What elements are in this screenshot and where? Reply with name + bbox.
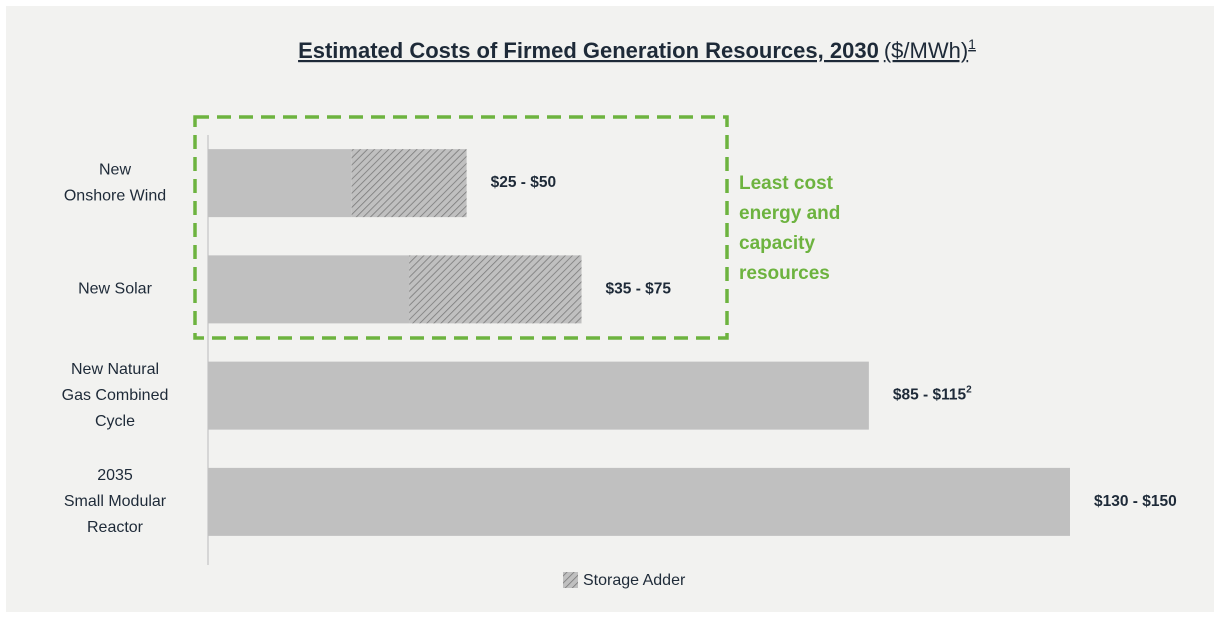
- y-tick-label: 2035: [97, 467, 133, 484]
- bar-label: $85 - $1152: [893, 384, 972, 403]
- y-tick-label: New Solar: [78, 281, 152, 298]
- y-tick-label: New Natural: [71, 361, 159, 378]
- bar-label-text: $35 - $75: [606, 280, 672, 297]
- bar-label-note: 2: [966, 384, 972, 395]
- bar-label: $25 - $50: [491, 174, 556, 191]
- annotation: Least cost: [739, 173, 834, 194]
- bar-label: $35 - $75: [606, 280, 672, 297]
- bar-label-text: $25 - $50: [491, 174, 556, 191]
- bar: [208, 255, 410, 324]
- highlight-box: [193, 115, 729, 340]
- y-tick-label: New: [99, 161, 131, 178]
- bar-storage: [351, 149, 467, 218]
- y-tick-label: Gas Combined: [62, 387, 169, 404]
- annotation: energy and: [739, 203, 840, 224]
- bar: [208, 361, 869, 430]
- bar-label: $130 - $150: [1094, 493, 1177, 510]
- y-tick-label: Onshore Wind: [64, 187, 166, 204]
- chart-title: Estimated Costs of Firmed Generation Res…: [298, 36, 976, 63]
- legend-swatch: [563, 572, 578, 588]
- bar-label-text: $130 - $150: [1094, 493, 1177, 510]
- title-unit: ($/MWh): [884, 38, 968, 63]
- bar: [208, 467, 1070, 536]
- bar: [208, 149, 352, 218]
- title-note: 1: [968, 36, 976, 52]
- bar-label-text: $85 - $115: [893, 387, 967, 404]
- annotation: capacity: [739, 233, 815, 254]
- y-tick-label: Small Modular: [64, 493, 167, 510]
- legend-label: Storage Adder: [583, 572, 686, 589]
- y-tick-label: Cycle: [95, 413, 135, 430]
- title-main: Estimated Costs of Firmed Generation Res…: [298, 38, 879, 63]
- annotation: resources: [739, 263, 830, 284]
- y-tick-label: Reactor: [87, 519, 144, 536]
- bar-storage: [409, 255, 582, 324]
